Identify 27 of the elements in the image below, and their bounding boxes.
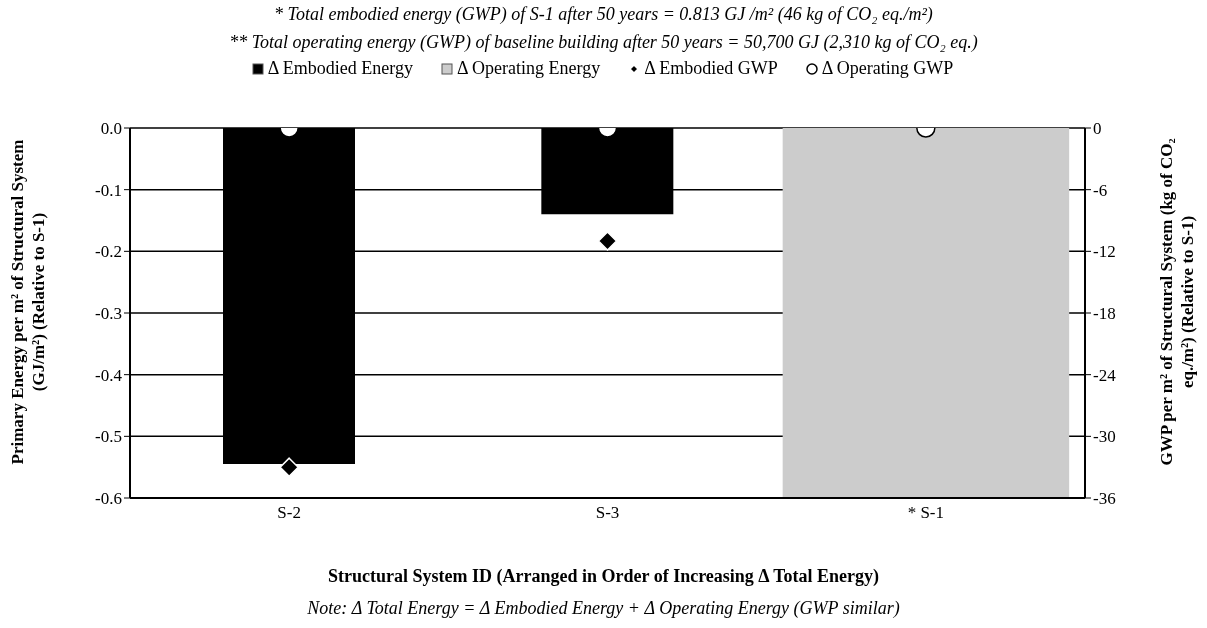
legend-label: Δ Embodied Energy	[267, 58, 413, 79]
text: ** Total operating energy (GWP) of baseline building after 50 years = 50,700 GJ (2,310 kg of CO₂ eq.)	[228, 32, 979, 53]
y-tick-label: -0.5	[95, 427, 122, 447]
y2-axis-title: GWP per m² of Structural System (kg of CO₂ eq./m²) (Relative to S-1)	[1156, 137, 1198, 468]
y-tick-label: -0.6	[95, 489, 122, 509]
y-tick-label: 0.0	[100, 119, 122, 139]
text: * Total embodied energy (GWP) of S-1 after 50 years = 0.813 GJ /m² (46 kg of CO₂ eq./m²)	[273, 4, 934, 25]
x-tick-label: S-2	[277, 503, 301, 523]
y-tick-label: -0.2	[95, 242, 122, 262]
y2-tick-label: -18	[1093, 304, 1116, 324]
y2-tick-label: -30	[1093, 427, 1116, 447]
text: Note: Δ Total Energy = Δ Embodied Energy + Δ Operating Energy (GWP similar)	[306, 598, 901, 619]
y2-tick-label: -12	[1093, 242, 1116, 262]
y2-tick-label: -24	[1093, 365, 1117, 385]
legend-label: Δ Embodied GWP	[644, 58, 778, 79]
y-tick-label: -0.3	[95, 304, 122, 324]
legend-label: Δ Operating Energy	[456, 58, 601, 79]
y2-tick-label: -6	[1093, 180, 1108, 200]
x-axis-title: Structural System ID (Arranged in Order of Increasing Δ Total Energy)	[327, 566, 880, 587]
y2-tick-label: -36	[1093, 489, 1116, 509]
y2-tick-label: 0	[1093, 119, 1102, 139]
y-axis-title: Primary Energy per m² of Structural System (GJ/m²) (Relative to S-1)	[7, 138, 49, 467]
x-tick-label: S-3	[595, 503, 620, 523]
legend-label: Δ Operating GWP	[821, 58, 954, 79]
x-tick-label: * S-1	[907, 503, 945, 523]
y-tick-label: -0.4	[95, 365, 123, 385]
y-tick-label: -0.1	[95, 180, 122, 200]
